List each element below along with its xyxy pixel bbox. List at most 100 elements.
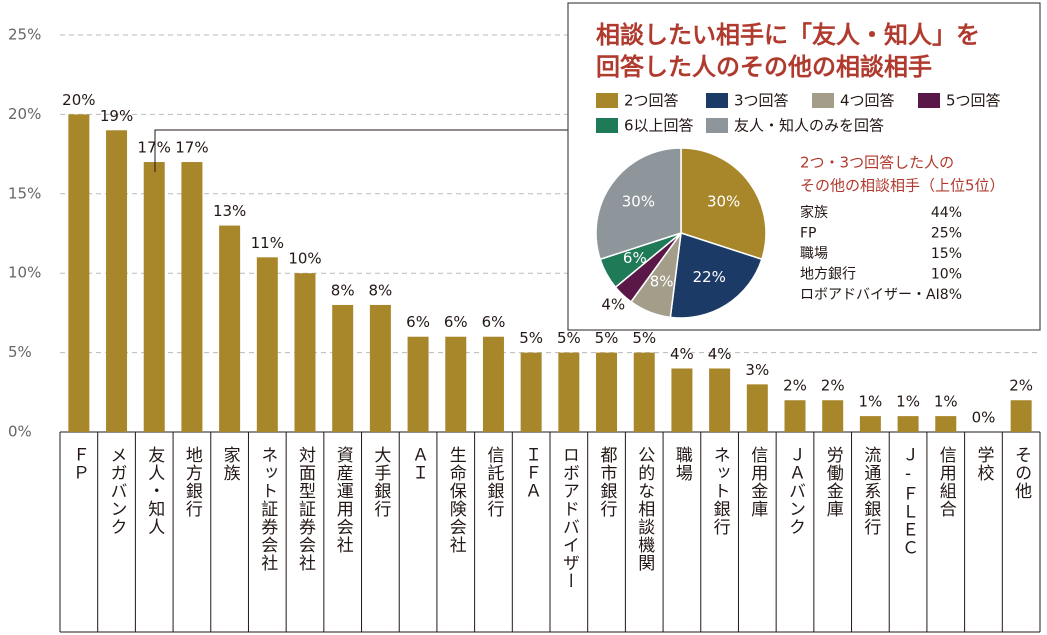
x-tick-label: ネット銀行 bbox=[710, 446, 731, 536]
value-label: 2% bbox=[783, 377, 807, 395]
value-label: 6% bbox=[406, 313, 430, 331]
value-label: 3% bbox=[745, 361, 769, 379]
bar bbox=[596, 352, 618, 432]
x-tick-label: 信用組合 bbox=[936, 446, 957, 518]
value-label: 10% bbox=[288, 250, 321, 268]
legend-swatch bbox=[596, 118, 618, 133]
x-tick-label: 生命保険会社 bbox=[446, 446, 467, 554]
y-tick-label: 0% bbox=[8, 423, 32, 441]
inset-title: 相談したい相手に「友人・知人」を bbox=[596, 21, 980, 49]
ranking-title: 2つ・3つ回答した人の bbox=[800, 154, 954, 172]
ranking-name: 職場 bbox=[800, 246, 828, 262]
bar bbox=[445, 336, 467, 432]
slice-label: 6% bbox=[623, 249, 647, 267]
bar bbox=[897, 416, 919, 432]
bar bbox=[709, 368, 731, 432]
bar bbox=[784, 400, 806, 432]
x-tick-label: その他 bbox=[1011, 446, 1031, 500]
ranking-name: ロボアドバイザー・AI bbox=[800, 287, 940, 303]
bar bbox=[143, 162, 165, 433]
value-label: 2% bbox=[1009, 377, 1033, 395]
ranking-name: FP bbox=[800, 226, 817, 242]
x-tick-label: ロボアドバイザー bbox=[559, 446, 579, 590]
y-tick-label: 25% bbox=[8, 26, 41, 44]
legend-label: 4つ回答 bbox=[840, 92, 895, 110]
legend-swatch bbox=[596, 93, 618, 108]
x-tick-label: 学校 bbox=[973, 446, 994, 482]
inset-title: 回答した人のその他の相談相手 bbox=[596, 53, 932, 81]
ranking-value: 10% bbox=[931, 267, 962, 283]
value-label: 8% bbox=[368, 281, 392, 299]
x-tick-label: 信用金庫 bbox=[747, 446, 768, 518]
value-label: 5% bbox=[557, 329, 581, 347]
value-label: 5% bbox=[595, 329, 619, 347]
legend-swatch bbox=[918, 93, 940, 108]
value-label: 17% bbox=[138, 139, 171, 157]
value-label: 6% bbox=[482, 313, 506, 331]
pie-slice bbox=[669, 232, 763, 319]
value-label: 1% bbox=[858, 393, 882, 411]
pie-slice bbox=[680, 147, 767, 261]
bar bbox=[256, 257, 278, 432]
x-tick-label: 信託銀行 bbox=[483, 446, 504, 518]
ranking-value: 8% bbox=[940, 287, 962, 303]
x-tick-label: 友人・知人 bbox=[144, 446, 165, 536]
bar bbox=[671, 368, 693, 432]
x-tick-label: ＩＦＡ bbox=[521, 446, 541, 500]
x-tick-label: 流通系銀行 bbox=[860, 446, 881, 536]
ranking-name: 地方銀行 bbox=[800, 267, 856, 283]
bar bbox=[822, 400, 844, 432]
bar bbox=[68, 114, 90, 433]
value-label: 4% bbox=[708, 345, 732, 363]
value-label: 20% bbox=[62, 91, 95, 109]
value-label: 1% bbox=[934, 393, 958, 411]
bar bbox=[520, 352, 542, 432]
legend-label: 6以上回答 bbox=[624, 117, 694, 135]
value-label: 4% bbox=[670, 345, 694, 363]
x-tick-label: 地方銀行 bbox=[182, 446, 203, 518]
y-tick-label: 15% bbox=[8, 184, 41, 202]
x-tick-label: 対面型証券会社 bbox=[295, 446, 316, 572]
x-tick-label: メガバンク bbox=[107, 446, 127, 536]
value-label: 17% bbox=[175, 139, 208, 157]
ranking-value: 15% bbox=[931, 246, 962, 262]
bar bbox=[935, 416, 957, 432]
legend-label: 5つ回答 bbox=[946, 92, 1001, 110]
x-tick-label: ネット証券会社 bbox=[257, 446, 278, 572]
y-tick-label: 5% bbox=[8, 343, 32, 361]
slice-label: 30% bbox=[622, 193, 655, 211]
bar bbox=[294, 273, 316, 432]
legend-swatch bbox=[812, 93, 834, 108]
bar bbox=[219, 225, 241, 432]
slice-label: 22% bbox=[693, 268, 726, 286]
slice-label: 8% bbox=[650, 272, 674, 290]
ranking-value: 25% bbox=[931, 226, 962, 242]
bar bbox=[859, 416, 881, 432]
value-label: 13% bbox=[213, 202, 246, 220]
bar bbox=[332, 304, 354, 432]
value-label: 5% bbox=[519, 329, 543, 347]
callout-line bbox=[154, 129, 570, 172]
x-tick-label: 大手銀行 bbox=[370, 446, 391, 518]
x-tick-label: ＡＩ bbox=[408, 446, 428, 482]
pie-slice bbox=[595, 147, 682, 261]
bar bbox=[746, 384, 768, 432]
x-tick-label: Ｊ-ＦＬＥＣ bbox=[898, 446, 918, 557]
legend-label: 3つ回答 bbox=[734, 92, 789, 110]
value-label: 11% bbox=[251, 234, 284, 252]
bar bbox=[558, 352, 580, 432]
bar bbox=[1010, 400, 1032, 432]
bar bbox=[369, 304, 391, 432]
value-label: 5% bbox=[632, 329, 656, 347]
bar bbox=[407, 336, 429, 432]
ranking-value: 44% bbox=[931, 205, 962, 221]
x-tick-label: 労働金庫 bbox=[823, 446, 844, 518]
x-tick-label: 都市銀行 bbox=[597, 446, 618, 518]
y-tick-label: 20% bbox=[8, 105, 41, 123]
ranking-name: 家族 bbox=[800, 204, 828, 221]
x-tick-label: ＪＡバンク bbox=[785, 446, 805, 536]
y-tick-label: 10% bbox=[8, 264, 41, 282]
value-label: 8% bbox=[331, 281, 355, 299]
